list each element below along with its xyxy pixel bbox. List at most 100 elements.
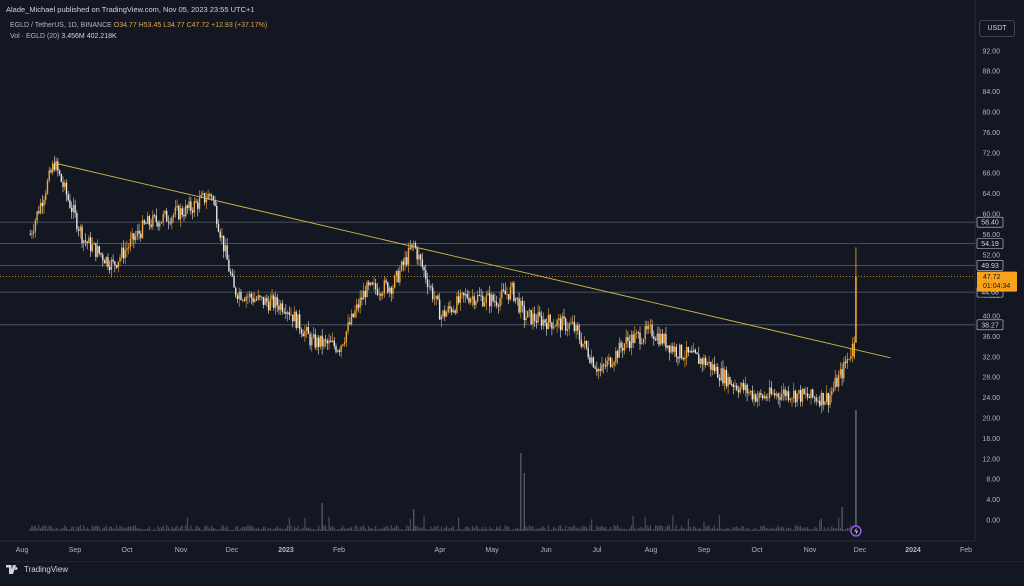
candle-body (777, 393, 779, 398)
volume-bar (627, 529, 629, 531)
volume-bar (235, 527, 237, 531)
candle-body (207, 194, 209, 200)
time-tick-label: Feb (960, 547, 972, 554)
volume-bar (271, 529, 273, 531)
candle-body (793, 390, 795, 399)
volume-bar (572, 526, 574, 531)
volume-bar (482, 526, 484, 531)
candle-body (193, 201, 196, 213)
candle-body (723, 369, 726, 384)
price-tick-label: 68.00 (982, 171, 1000, 178)
candle-body (122, 247, 125, 259)
candle-body (319, 335, 322, 347)
currency-button[interactable]: USDT (979, 20, 1015, 37)
volume-bar (755, 527, 757, 531)
volume-bar (682, 528, 684, 531)
volume-bar (342, 525, 344, 531)
volume-bar (340, 527, 342, 531)
candle-body (152, 215, 154, 227)
price-tick-label: 28.00 (982, 375, 1000, 382)
candle-body (537, 312, 539, 323)
volume-bar (245, 526, 247, 531)
volume-bar (90, 529, 92, 531)
candle-body (561, 316, 563, 331)
volume-bar (107, 529, 109, 531)
volume-bar (255, 528, 258, 531)
volume-bar (658, 525, 660, 531)
candle-body (425, 270, 427, 280)
volume-bar (345, 529, 347, 531)
candle-body (145, 223, 147, 225)
candle-body (186, 205, 189, 209)
volume-bar (480, 529, 482, 531)
candle-body (437, 295, 439, 300)
volume-bar (43, 525, 45, 531)
volume-bar (667, 525, 669, 531)
volume-bar (314, 529, 316, 531)
candle-body (782, 389, 785, 394)
candle-body (741, 383, 743, 388)
candle-body (765, 396, 767, 399)
candle-body (744, 384, 747, 391)
volume-bar (834, 528, 836, 531)
candle-body (471, 296, 474, 299)
volume-bar (478, 529, 480, 531)
brand-name: TradingView (24, 565, 69, 574)
candle-body (96, 246, 99, 257)
trendline (54, 162, 891, 359)
volume-bar (157, 526, 159, 531)
volume-bar (58, 529, 61, 531)
candle-body (609, 357, 612, 367)
volume-bar (267, 527, 270, 531)
candle-body (846, 358, 848, 364)
candle-body (585, 340, 588, 348)
candle-body (599, 369, 601, 371)
volume-bar (713, 525, 715, 531)
volume-bar (46, 528, 49, 531)
candle-body (580, 339, 582, 347)
volume-bar (461, 529, 463, 531)
volume-bar (516, 527, 518, 531)
candle-body (791, 398, 793, 400)
volume-bar (801, 528, 804, 531)
candle-body (433, 298, 436, 300)
candle-body (549, 314, 551, 323)
candle-body (514, 297, 517, 302)
volume-bar (511, 529, 513, 531)
time-tick-label: Oct (122, 547, 133, 554)
candle-body (618, 342, 620, 358)
candle-body (482, 296, 484, 307)
brand[interactable]: TradingView (6, 565, 68, 574)
volume-bar (432, 528, 434, 531)
volume-bar (680, 525, 683, 531)
volume-bar (126, 527, 128, 531)
volume-bar (337, 529, 339, 531)
volume-bar (262, 526, 265, 531)
candle-body (247, 296, 249, 298)
candle-body (138, 230, 140, 234)
candle-body (703, 357, 705, 365)
volume-label[interactable]: Vol · EGLD (20) (10, 33, 60, 40)
volume-bar (622, 529, 624, 531)
legend-change: +12.93 (+37.17%) (211, 22, 268, 29)
candle-body (190, 201, 192, 211)
volume-bar (91, 525, 93, 531)
volume-bar (395, 525, 398, 531)
volume-bar (304, 517, 306, 531)
time-tick-label: Aug (645, 547, 658, 554)
volume-bar (67, 529, 69, 531)
candle-body (361, 297, 363, 300)
candle-body (233, 275, 235, 288)
symbol-name[interactable]: EGLD / TetherUS, 1D, BINANCE (10, 22, 112, 29)
price-level-label: 38.27 (981, 322, 999, 329)
volume-bar (670, 529, 672, 531)
volume-bar (171, 526, 173, 531)
volume-bar (285, 528, 287, 531)
volume-bar (656, 525, 658, 531)
candle-body (558, 318, 560, 321)
candle-body (767, 397, 769, 399)
candle-body (197, 202, 199, 209)
candle-body (280, 303, 282, 310)
volume-bar (343, 528, 346, 531)
